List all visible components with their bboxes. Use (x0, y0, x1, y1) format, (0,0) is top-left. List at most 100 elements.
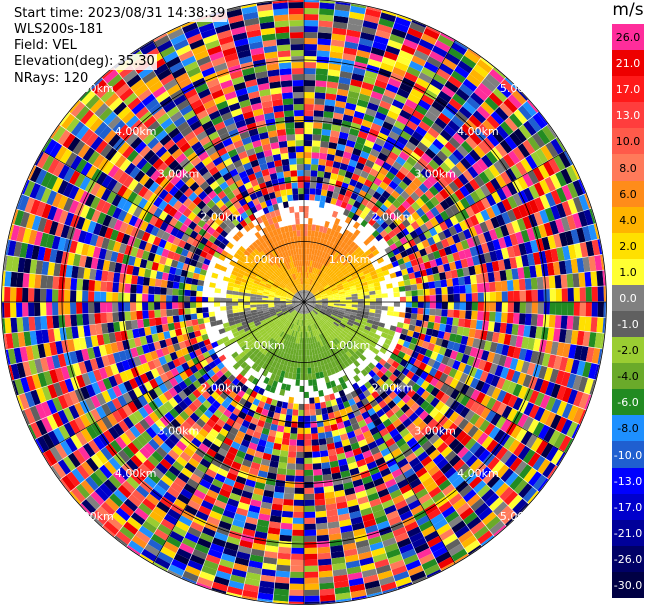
velocity-gate (336, 232, 343, 240)
velocity-gate (209, 282, 216, 288)
velocity-gate (387, 194, 397, 204)
velocity-gate (327, 279, 334, 285)
velocity-gate (353, 167, 363, 176)
velocity-gate (423, 61, 439, 74)
velocity-gate (333, 112, 344, 120)
velocity-gate (391, 260, 400, 268)
velocity-gate (594, 332, 603, 349)
velocity-gate (486, 115, 500, 129)
velocity-gate (560, 274, 568, 288)
velocity-gate (321, 304, 328, 307)
velocity-gate (350, 312, 357, 316)
velocity-gate (421, 239, 430, 249)
velocity-gate (16, 317, 24, 333)
velocity-gate (431, 100, 445, 113)
velocity-gate (491, 400, 502, 413)
velocity-gate (344, 145, 354, 154)
velocity-gate (550, 341, 559, 356)
velocity-gate (452, 93, 466, 106)
velocity-gate (501, 405, 513, 419)
velocity-gate (313, 385, 319, 392)
velocity-gate (358, 93, 371, 103)
velocity-gate (501, 291, 508, 302)
velocity-gate (357, 259, 365, 266)
velocity-gate (421, 340, 430, 349)
velocity-gate (337, 239, 344, 247)
velocity-gate (328, 263, 335, 270)
velocity-gate (304, 565, 319, 572)
velocity-gate (364, 272, 372, 279)
velocity-gate (315, 504, 326, 512)
velocity-gate (404, 186, 415, 196)
velocity-gate (377, 152, 388, 162)
velocity-gate (321, 129, 331, 136)
velocity-gate (492, 239, 501, 251)
velocity-gate (491, 260, 500, 272)
velocity-gate (528, 199, 540, 214)
velocity-gate (372, 213, 381, 222)
velocity-gate (333, 251, 340, 259)
velocity-gate (469, 178, 480, 191)
velocity-gate (370, 90, 384, 101)
velocity-gate (364, 259, 372, 266)
velocity-gate (584, 316, 592, 332)
velocity-gate (311, 248, 316, 255)
velocity-gate (585, 286, 592, 302)
velocity-gate (304, 266, 306, 272)
velocity-gate (517, 413, 529, 428)
velocity-gate (459, 310, 466, 319)
velocity-gate (415, 207, 426, 218)
velocity-gate (304, 553, 318, 560)
velocity-gate (538, 224, 548, 238)
velocity-gate (362, 288, 370, 293)
velocity-gate (130, 311, 137, 321)
velocity-gate (385, 171, 396, 181)
velocity-gate (389, 272, 397, 279)
velocity-gate (383, 50, 399, 61)
velocity-gate (330, 45, 344, 53)
velocity-gate (527, 170, 539, 185)
velocity-gate (499, 270, 507, 281)
velocity-gate (547, 354, 557, 369)
velocity-gate (434, 370, 443, 380)
velocity-gate (340, 299, 346, 302)
velocity-gate (385, 156, 396, 166)
velocity-gate (483, 231, 493, 243)
velocity-gate (512, 193, 523, 207)
velocity-gate (570, 330, 579, 345)
velocity-gate (323, 284, 330, 289)
velocity-gate (324, 233, 330, 241)
velocity-gate (333, 292, 340, 296)
velocity-gate (600, 333, 605, 349)
velocity-gate (537, 129, 551, 145)
velocity-gate (411, 302, 418, 308)
velocity-gate (582, 361, 592, 378)
velocity-gate (327, 147, 337, 156)
velocity-gate (357, 292, 364, 297)
velocity-gate (389, 104, 402, 115)
velocity-gate (372, 117, 385, 127)
velocity-gate (112, 292, 119, 302)
velocity-gate (326, 291, 333, 295)
velocity-gate (501, 379, 512, 392)
velocity-gate (533, 182, 545, 197)
velocity-gate (469, 246, 478, 257)
velocity-gate (250, 296, 257, 300)
velocity-gate (304, 349, 307, 356)
velocity-gate (410, 244, 419, 253)
velocity-gate (506, 408, 518, 422)
velocity-gate (556, 385, 567, 401)
velocity-gate (571, 164, 580, 180)
velocity-gate (439, 199, 450, 211)
velocity-gate (76, 278, 84, 291)
velocity-gate (281, 510, 293, 518)
velocity-gate (354, 318, 362, 324)
velocity-gate (347, 23, 363, 32)
velocity-gate (507, 345, 516, 358)
velocity-gate (444, 270, 453, 280)
velocity-gate (357, 249, 365, 257)
velocity-gate (378, 195, 387, 204)
velocity-gate (318, 287, 325, 293)
velocity-gate (567, 302, 574, 316)
velocity-gate (342, 243, 350, 251)
